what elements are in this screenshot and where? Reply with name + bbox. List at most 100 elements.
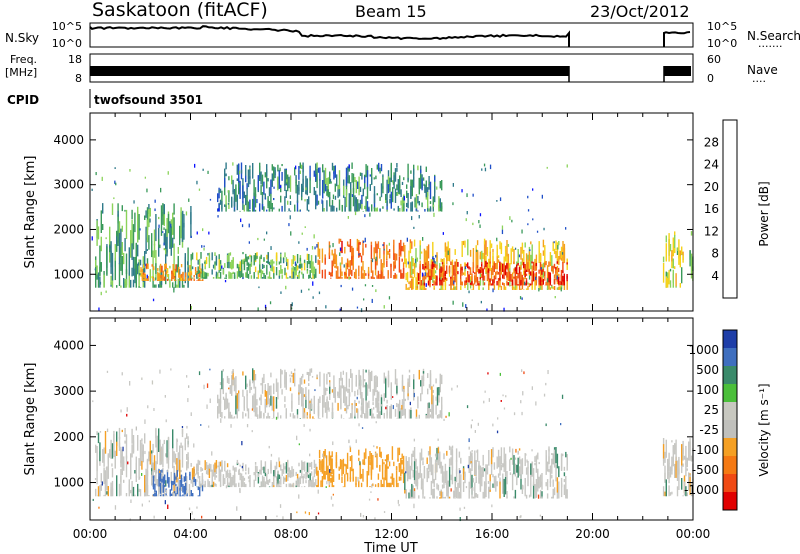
echo-cell — [403, 402, 405, 416]
echo-cell — [366, 201, 369, 212]
echo-cell — [503, 283, 505, 290]
echo-speckle — [357, 477, 359, 482]
echo-cell — [271, 396, 273, 411]
echo-cell — [520, 474, 522, 490]
echo-cell — [118, 427, 121, 440]
echo-cell — [482, 268, 484, 274]
echo-cell — [229, 411, 231, 419]
noise-right-dots: ······· — [758, 40, 782, 53]
echo-cell — [326, 200, 328, 212]
echo-cell — [437, 484, 440, 491]
echo-cell — [514, 271, 516, 281]
echo-cell — [263, 481, 265, 488]
echo-speckle — [527, 195, 529, 199]
echo-cell — [506, 471, 508, 485]
echo-cell — [443, 453, 445, 460]
echo-cell — [157, 268, 159, 271]
echo-speckle — [383, 305, 385, 309]
echo-cell — [149, 440, 151, 457]
echo-cell — [197, 278, 200, 281]
echo-cell — [198, 270, 201, 274]
echo-speckle — [497, 417, 499, 420]
echo-speckle — [535, 401, 537, 406]
echo-cell — [444, 242, 447, 252]
echo-cell — [546, 265, 549, 285]
echo-cell — [681, 267, 683, 284]
echo-speckle — [529, 249, 531, 252]
echo-cell — [200, 467, 202, 472]
echo-cell — [390, 263, 392, 278]
echo-speckle — [241, 465, 243, 469]
echo-cell — [373, 252, 375, 259]
echo-cell — [527, 286, 529, 290]
echo-cell — [165, 266, 167, 269]
echo-cell — [471, 289, 473, 290]
echo-speckle — [139, 228, 141, 231]
echo-cell — [439, 451, 441, 461]
echo-cell — [128, 247, 130, 276]
echo-cell — [124, 238, 126, 252]
echo-speckle — [487, 481, 490, 484]
echo-speckle — [519, 515, 521, 519]
echo-cell — [217, 208, 219, 212]
echo-cell — [368, 370, 370, 389]
echo-cell — [497, 285, 500, 290]
echo-cell — [383, 254, 385, 268]
echo-cell — [521, 242, 524, 254]
echo-cell — [362, 459, 364, 465]
echo-cell — [159, 263, 162, 269]
echo-cell — [284, 369, 286, 388]
echo-cell — [218, 404, 220, 408]
echo-speckle — [392, 182, 395, 185]
echo-speckle — [98, 506, 100, 509]
echo-cell — [330, 456, 332, 471]
echo-speckle — [101, 176, 103, 181]
echo-cell — [365, 273, 367, 276]
echo-cell — [344, 275, 346, 279]
echo-cell — [411, 278, 413, 290]
echo-cell — [675, 457, 677, 478]
echo-cell — [429, 408, 432, 412]
echo-cell — [499, 261, 501, 272]
echo-cell — [690, 482, 693, 497]
echo-speckle — [373, 407, 375, 410]
echo-cell — [430, 261, 433, 267]
velocity-colorbar-tick: 25 — [704, 403, 719, 417]
echo-cell — [418, 177, 420, 195]
echo-cell — [559, 251, 561, 260]
echo-cell — [528, 251, 531, 270]
echo-cell — [415, 248, 417, 268]
echo-cell — [532, 261, 535, 271]
echo-cell — [538, 283, 540, 286]
echo-cell — [420, 473, 423, 486]
echo-cell — [454, 481, 456, 497]
echo-cell — [386, 455, 388, 472]
echo-speckle — [503, 307, 505, 312]
echo-cell — [517, 457, 519, 478]
echo-cell — [405, 492, 407, 499]
echo-cell — [294, 267, 296, 271]
echo-speckle — [121, 372, 123, 376]
echo-cell — [359, 172, 362, 176]
echo-cell — [472, 262, 474, 272]
echo-cell — [177, 278, 179, 288]
echo-cell — [285, 462, 288, 474]
echo-cell — [185, 472, 187, 477]
echo-cell — [458, 468, 461, 488]
echo-cell — [221, 190, 223, 210]
echo-speckle — [539, 514, 541, 517]
echo-cell — [448, 496, 451, 499]
echo-speckle — [340, 284, 342, 288]
echo-cell — [228, 261, 230, 269]
echo-cell — [560, 477, 563, 498]
echo-cell — [228, 485, 230, 488]
echo-cell — [172, 237, 174, 248]
echo-cell — [534, 280, 536, 290]
echo-cell — [201, 472, 204, 485]
echo-cell — [233, 485, 236, 488]
echo-cell — [284, 168, 286, 186]
echo-cell — [225, 203, 227, 212]
echo-cell — [294, 372, 296, 387]
echo-speckle — [203, 247, 205, 251]
echo-cell — [394, 188, 397, 203]
